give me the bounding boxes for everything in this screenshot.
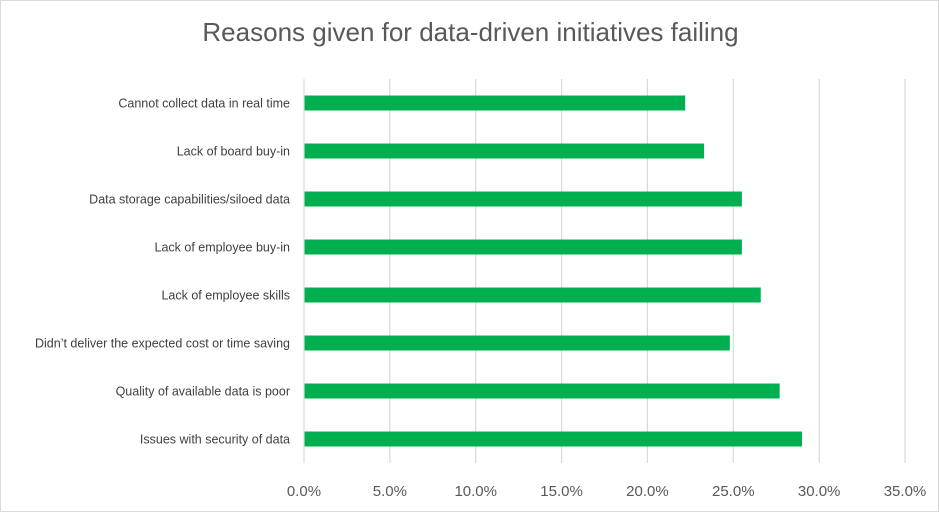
bar	[304, 143, 705, 159]
category-label: Quality of available data is poor	[116, 385, 290, 399]
category-label: Cannot collect data in real time	[118, 97, 290, 111]
x-tick-label: 0.0%	[287, 483, 321, 500]
bar	[304, 95, 686, 111]
chart-title: Reasons given for data-driven initiative…	[202, 17, 739, 47]
bar	[304, 335, 730, 351]
x-tick-label: 35.0%	[884, 483, 927, 500]
x-tick-label: 15.0%	[540, 483, 583, 500]
x-tick-label: 10.0%	[454, 483, 497, 500]
category-label: Data storage capabilities/siloed data	[89, 193, 290, 207]
x-tick-label: 25.0%	[712, 483, 755, 500]
category-label: Lack of employee buy-in	[155, 241, 291, 255]
category-label: Didn’t deliver the expected cost or time…	[35, 337, 290, 351]
bar	[304, 287, 761, 303]
bar	[304, 191, 742, 207]
x-tick-label: 30.0%	[798, 483, 841, 500]
category-label: Lack of employee skills	[161, 289, 290, 303]
category-label: Issues with security of data	[140, 433, 290, 447]
bar	[304, 383, 780, 399]
x-tick-label: 5.0%	[373, 483, 407, 500]
category-label: Lack of board buy-in	[177, 145, 290, 159]
x-tick-label: 20.0%	[626, 483, 669, 500]
bar	[304, 431, 802, 447]
bar	[304, 239, 742, 255]
